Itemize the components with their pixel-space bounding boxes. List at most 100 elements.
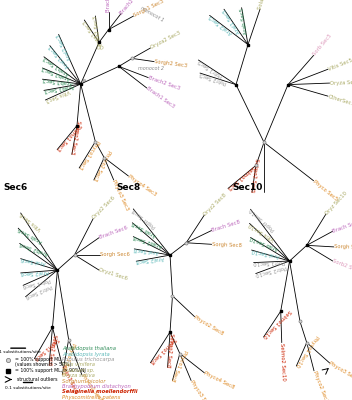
Text: Oryza sativa: Oryza sativa [62,373,95,378]
Text: Sorgh Sec8: Sorgh Sec8 [212,242,241,248]
Text: Aral2 Sec8: Aral2 Sec8 [136,256,165,264]
Text: Aral2 Sec6: Aral2 Sec6 [20,269,49,276]
Text: monocot 1: monocot 1 [139,5,164,22]
Text: Phyco1 Sec10: Phyco1 Sec10 [294,334,319,368]
Text: Phyco1 Sec8: Phyco1 Sec8 [170,349,188,382]
Text: Sorb2 Sec10: Sorb2 Sec10 [332,259,352,276]
Text: monocot 2: monocot 2 [138,66,164,70]
Text: Arab3 Sec3: Arab3 Sec3 [42,77,73,85]
Text: Potr1 Sec10: Potr1 Sec10 [253,259,285,265]
Text: Aral2 Sec3: Aral2 Sec3 [56,33,73,61]
Text: Phyco2 Sec8: Phyco2 Sec8 [193,314,225,336]
Text: (values shown if > 50%): (values shown if > 50%) [15,362,71,367]
Text: structural outliers: structural outliers [17,377,57,382]
Text: Selm1 Sec6: Selm1 Sec6 [33,336,59,360]
Text: Phyco2 Sec10: Phyco2 Sec10 [312,370,330,400]
Text: Arab Sec5: Arab Sec5 [239,7,249,35]
Text: Brach1 Sec3: Brach1 Sec3 [106,0,111,12]
Text: Arab2 Sec8: Arab2 Sec8 [133,234,163,248]
Text: Sorgh Sec6: Sorgh Sec6 [100,252,130,257]
Text: Oryz1 Sec6: Oryz1 Sec6 [98,268,128,282]
Text: Potr2 Sec5: Potr2 Sec5 [199,71,228,84]
Text: Oryza Sec5: Oryza Sec5 [329,80,352,86]
Text: Selmo2 Sec5: Selmo2 Sec5 [250,158,259,193]
Text: Potr2 Sec10: Potr2 Sec10 [255,264,287,276]
Text: Selm3 Sec6: Selm3 Sec6 [60,364,78,394]
Text: Sec6: Sec6 [4,183,28,192]
Text: Poptr Sec8: Poptr Sec8 [132,207,157,229]
Text: Selmo2 Sec10: Selmo2 Sec10 [279,342,286,380]
Text: Arab1 Sec3: Arab1 Sec3 [43,55,70,76]
Text: Selmo1 Sec5: Selmo1 Sec5 [226,164,256,190]
Text: Selaginella moellendorffii: Selaginella moellendorffii [62,390,138,394]
Text: Phyco1 Sec6: Phyco1 Sec6 [60,342,76,376]
Text: Poptr Sec10: Poptr Sec10 [249,207,276,232]
Text: Sec10: Sec10 [232,183,263,192]
Text: Potr2 Sec6: Potr2 Sec6 [25,283,52,299]
Text: Oryza2 Sec3: Oryza2 Sec3 [93,16,103,49]
Text: Sorgh1 Sec3: Sorgh1 Sec3 [132,0,164,18]
Text: Oryz2 Sec6: Oryz2 Sec6 [92,196,116,220]
Text: Vitis vinifera: Vitis vinifera [62,362,95,367]
Text: Arabidopsis thaliana: Arabidopsis thaliana [62,346,116,351]
Text: Phyco Sec5: Phyco Sec5 [312,179,339,202]
Text: Selmo1 Sec8: Selmo1 Sec8 [149,337,176,364]
Text: Vitis Sec6: Vitis Sec6 [19,211,43,231]
Text: OtherSec5: OtherSec5 [327,94,352,106]
Text: 0.1 substitutions/site: 0.1 substitutions/site [0,350,41,354]
Text: Arab2 Sec3: Arab2 Sec3 [42,66,71,81]
Text: Arabidopsis lyrata: Arabidopsis lyrata [62,352,110,357]
Text: Sec8: Sec8 [116,183,140,192]
Text: Brach1 Sec3: Brach1 Sec3 [145,86,175,109]
Text: Phyco3 Sec8: Phyco3 Sec8 [189,379,212,400]
Text: Populus trichocarpa: Populus trichocarpa [62,357,115,362]
Text: Phyco2 Sec3: Phyco2 Sec3 [92,149,111,181]
Text: Selmo2 Sec8: Selmo2 Sec8 [165,333,174,368]
Text: Aral Sec8: Aral Sec8 [134,246,159,254]
Text: = 100% support ML: = 100% support ML [15,357,61,362]
Text: Arab Sec6: Arab Sec6 [17,226,43,243]
Text: Brach2 Sec3: Brach2 Sec3 [119,0,144,15]
Text: Sorgh2 Sec3: Sorgh2 Sec3 [154,59,187,68]
Text: Brachypodium distachyon: Brachypodium distachyon [62,384,131,389]
Text: Arab2 Sec6: Arab2 Sec6 [19,241,49,256]
Text: Vitis Sec10: Vitis Sec10 [248,221,276,241]
Text: Sorghum bicolor: Sorghum bicolor [62,378,106,384]
Text: 99: 99 [82,79,87,83]
Text: Selmo1 Sec3: Selmo1 Sec3 [55,122,82,151]
Text: Phyco3 Sec3: Phyco3 Sec3 [112,179,130,211]
Text: Aral1 Sec5: Aral1 Sec5 [222,8,242,34]
Text: Vitis Sec5: Vitis Sec5 [327,57,352,72]
Text: Aral2 Sec5: Aral2 Sec5 [208,14,233,35]
Text: Phyco3 Sec10: Phyco3 Sec10 [328,361,352,384]
Text: Arab1 Sec3: Arab1 Sec3 [44,83,74,93]
Text: Solanum sp.: Solanum sp. [62,368,95,373]
Text: Phyco4 Sec8: Phyco4 Sec8 [203,370,235,390]
Text: Physcomitrella patens: Physcomitrella patens [62,395,121,400]
Text: Oryz Sec10: Oryz Sec10 [324,190,348,216]
Text: Brach Sec8: Brach Sec8 [211,219,241,233]
Text: Sorgh Sec10: Sorgh Sec10 [334,244,352,251]
Text: Arab Sec10: Arab Sec10 [250,235,279,251]
Text: Solanum Sec5: Solanum Sec5 [258,0,274,10]
Text: = 100% support ML, > 90% NJ: = 100% support ML, > 90% NJ [15,368,86,373]
Text: Phyco4 Sec3: Phyco4 Sec3 [127,174,157,197]
Text: Oryz2 Sec8: Oryz2 Sec8 [202,192,227,217]
Text: 0.1 substitutions/site: 0.1 substitutions/site [5,386,51,390]
Text: Oryza1 Sec3: Oryza1 Sec3 [82,18,106,48]
Text: Phyco2 Sec6: Phyco2 Sec6 [80,373,103,400]
Text: Aral Sec6: Aral Sec6 [20,256,46,265]
Text: Selm2 Sec6: Selm2 Sec6 [46,334,57,366]
Text: Vitis Sec3: Vitis Sec3 [44,88,70,102]
Text: Arab Sec8: Arab Sec8 [131,220,157,238]
Text: Selmo1 Sec10: Selmo1 Sec10 [262,309,292,339]
Text: Sorb Sec5: Sorb Sec5 [312,34,333,57]
Text: Aral1 Sec3: Aral1 Sec3 [48,44,70,69]
Text: Brach Sec6: Brach Sec6 [98,225,128,240]
Text: Oryza2 Sec3: Oryza2 Sec3 [149,30,181,50]
Text: Phyco1 Sec3: Phyco1 Sec3 [77,139,100,169]
Text: Brach2 Sec3: Brach2 Sec3 [147,75,180,91]
Text: Potr1 Sec5: Potr1 Sec5 [197,58,223,78]
Text: Potr1 Sec6: Potr1 Sec6 [23,276,51,288]
Text: Selmo2 Sec3: Selmo2 Sec3 [69,120,81,155]
